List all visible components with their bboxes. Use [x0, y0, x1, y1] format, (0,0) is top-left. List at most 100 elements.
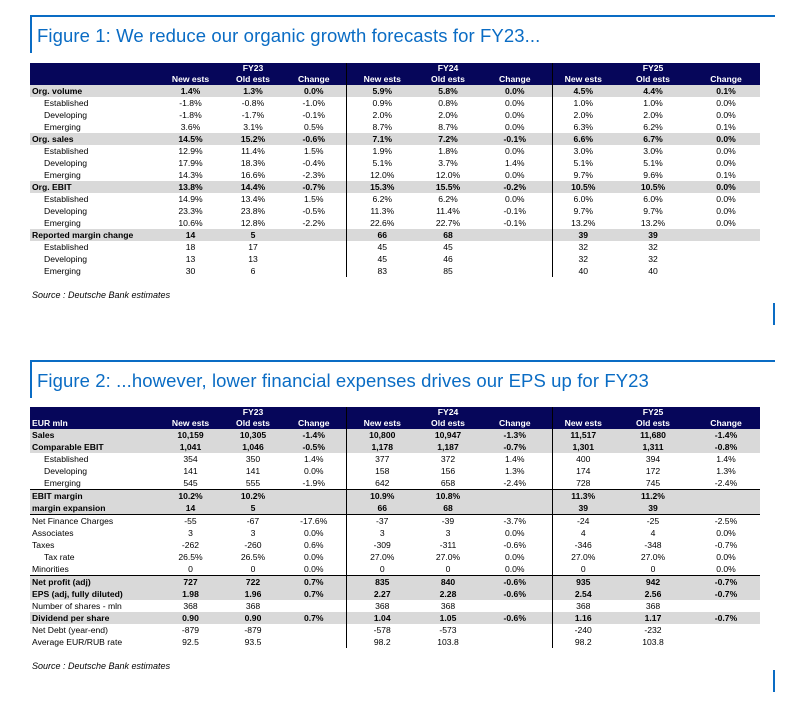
row-label: Net Finance Charges	[30, 514, 157, 527]
table-cell: 3.1%	[243, 122, 263, 132]
row-label: Net profit (adj)	[30, 575, 157, 588]
header-blank-cell	[346, 63, 418, 74]
table-cell: -2.4%	[478, 477, 553, 490]
column-header: Change	[478, 418, 553, 429]
row-label: Dividend per share	[30, 612, 157, 624]
table-cell: 11.2%	[614, 489, 692, 502]
table-cell: -240	[574, 625, 592, 635]
figure-2-left-rule	[30, 360, 32, 398]
table-cell: 840	[418, 575, 478, 588]
table-cell: -311	[439, 540, 457, 550]
header-blank-cell	[478, 407, 553, 418]
table-cell: 1.4%	[716, 454, 736, 464]
table-cell: 0.0%	[716, 218, 736, 228]
table-cell: 0.0%	[716, 552, 736, 562]
table-cell: -39	[418, 514, 478, 527]
table-cell: 0	[445, 564, 451, 574]
table-cell: 368	[375, 601, 390, 611]
row-label: Developing	[44, 254, 87, 264]
table-row: EPS (adj, fully diluted) 1.98 1.96 0.7% 2.27…	[30, 588, 760, 600]
column-header: New ests	[346, 418, 418, 429]
table-cell: 377	[375, 454, 390, 464]
table-cell: 0.1%	[716, 170, 736, 180]
table-cell: 26.5%	[178, 552, 203, 562]
table-cell: 0.0%	[282, 551, 347, 563]
table-cell: 26.5%	[240, 552, 266, 562]
table-cell: 23.8%	[240, 206, 266, 216]
table-cell: 23.3%	[178, 206, 203, 216]
table-cell: 1.8%	[438, 146, 458, 156]
row-label: Developing	[44, 158, 87, 168]
table-cell: 32	[648, 254, 658, 264]
row-label: Reported margin change	[30, 229, 157, 241]
table-cell: 0.0%	[716, 206, 736, 216]
table-cell: 1.16	[552, 612, 614, 624]
table-cell: -879	[244, 625, 262, 635]
table-cell	[478, 624, 553, 636]
table-cell: 18	[185, 242, 196, 252]
table-cell: 10.5%	[552, 181, 614, 193]
table-cell: 30	[185, 266, 196, 276]
row-label: Number of shares - mln	[32, 601, 122, 611]
table-cell: 9.7%	[573, 170, 594, 180]
table-cell: 2.0%	[438, 110, 458, 120]
table-cell: -578	[373, 625, 391, 635]
table-cell: 3	[445, 528, 451, 538]
table-cell: -260	[244, 540, 262, 550]
table-cell: 4	[650, 528, 656, 538]
table-row: Reported margin change 14 5 66 68 39 39	[30, 229, 760, 241]
table-cell: -0.2%	[478, 181, 553, 193]
table-cell: 1.98	[157, 588, 224, 600]
table-cell: 8.7%	[438, 122, 458, 132]
figure-2: Figure 2: ...however, lower financial ex…	[30, 360, 775, 692]
table-cell: 1,187	[418, 441, 478, 453]
table-cell: 98.2	[373, 637, 391, 647]
year-label: FY24	[418, 407, 478, 418]
table-cell: 0.1%	[692, 85, 760, 97]
table-cell: 4.4%	[614, 85, 692, 97]
table-cell: 32	[578, 242, 589, 252]
table-cell: -2.5%	[692, 514, 760, 527]
table-cell: 1.9%	[372, 146, 393, 156]
table-cell: -67	[224, 514, 282, 527]
figure-2-end-rule	[773, 670, 775, 692]
table-cell	[478, 265, 553, 277]
table-cell: 0.0%	[282, 85, 347, 97]
table-cell	[478, 253, 553, 265]
row-label: Sales	[30, 429, 157, 441]
table-cell: 2.27	[346, 588, 418, 600]
table-cell: 39	[552, 229, 614, 241]
table-cell: 3	[250, 528, 256, 538]
table-cell	[692, 265, 760, 277]
table-cell	[282, 502, 347, 515]
table-cell: -1.4%	[282, 429, 347, 441]
table-cell: -0.5%	[282, 441, 347, 453]
column-header: Old ests	[224, 418, 282, 429]
table-cell: 555	[245, 478, 261, 488]
table-cell	[282, 624, 347, 636]
column-header: Old ests	[614, 418, 692, 429]
table-cell: 1.5%	[282, 193, 347, 205]
table-cell: -0.7%	[478, 441, 553, 453]
table-cell: 13.8%	[157, 181, 224, 193]
table-cell: 15.3%	[346, 181, 418, 193]
table-cell: 1.4%	[157, 85, 224, 97]
table-cell: -0.7%	[692, 588, 760, 600]
table-cell: 0.0%	[692, 181, 760, 193]
table-cell: 27.0%	[571, 552, 596, 562]
figure-2-title: Figure 2: ...however, lower financial ex…	[37, 370, 649, 391]
table-cell: 17.9%	[178, 158, 203, 168]
table-cell: 12.8%	[240, 218, 266, 228]
table-cell: 40	[578, 266, 589, 276]
table-row: Developing 23.3% 23.8% -0.5% 11.3% 11.4% -0.1%…	[30, 205, 760, 217]
table-cell: 368	[245, 601, 261, 611]
table-cell	[692, 253, 760, 265]
table-cell: -0.6%	[478, 588, 553, 600]
table-cell: 13	[248, 254, 258, 264]
table-cell: 3.0%	[573, 146, 594, 156]
column-header: Old ests	[418, 418, 478, 429]
table-cell: 2.28	[418, 588, 478, 600]
table-row: Org. volume 1.4% 1.3% 0.0% 5.9% 5.8% 0.0% 4.5% 4…	[30, 85, 760, 97]
table-cell: -0.7%	[692, 612, 760, 624]
table-cell: 13.4%	[240, 194, 266, 204]
